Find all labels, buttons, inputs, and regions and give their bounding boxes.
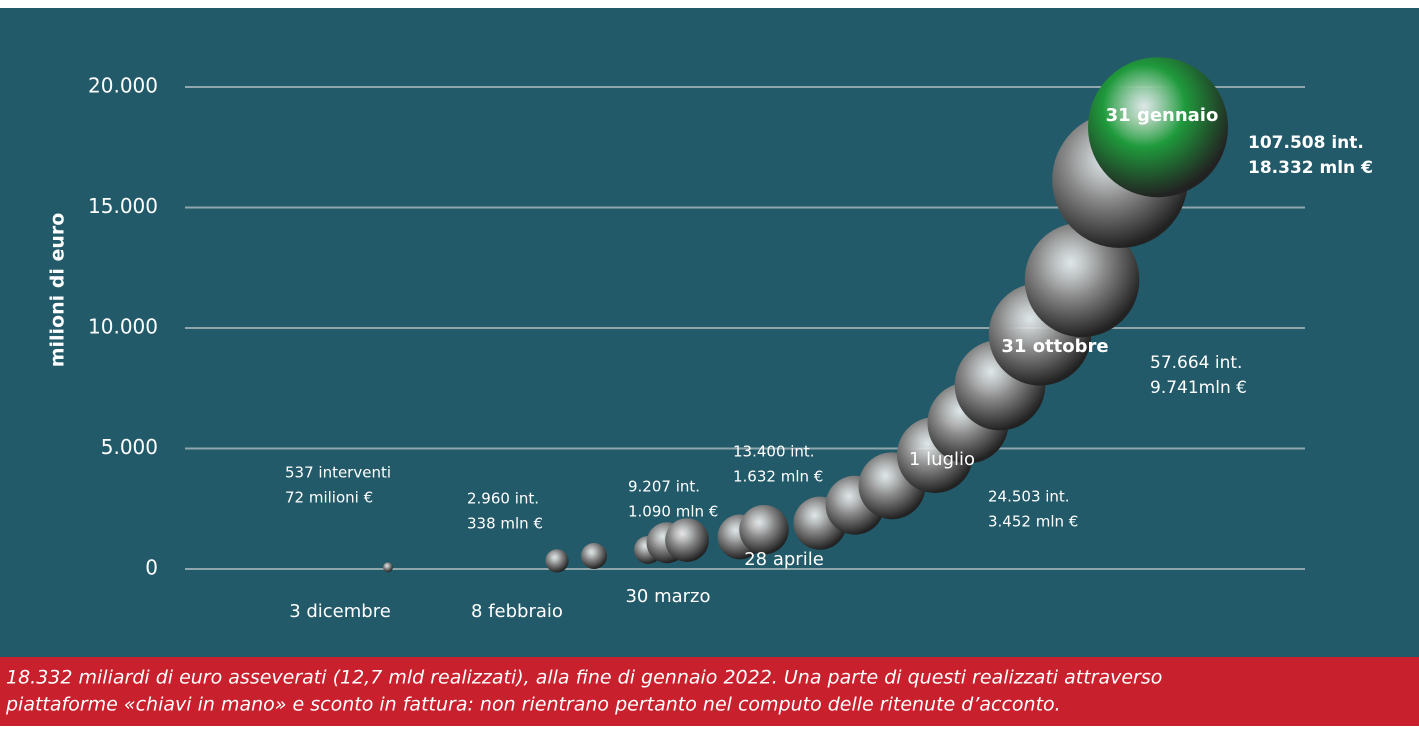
bubble bbox=[581, 542, 607, 569]
y-tick-label: 15.000 bbox=[88, 194, 158, 218]
footer-line: piattaforme «chiavi in mano» e sconto in… bbox=[5, 694, 1061, 716]
size-label: 13.400 int. bbox=[733, 443, 815, 461]
bubble bbox=[1088, 57, 1228, 198]
size-label: 537 interventi bbox=[285, 464, 391, 482]
size-label: 57.664 int. bbox=[1150, 353, 1242, 373]
bubble bbox=[739, 504, 789, 555]
value-label: 3.452 mln € bbox=[988, 513, 1078, 531]
footer-band bbox=[0, 657, 1419, 726]
value-label: 72 milioni € bbox=[285, 489, 373, 507]
bubble bbox=[665, 518, 709, 562]
x-category-label: 30 marzo bbox=[625, 586, 710, 607]
value-label: 18.332 mln € bbox=[1248, 158, 1373, 178]
value-label: 338 mln € bbox=[467, 515, 543, 533]
value-label: 1.632 mln € bbox=[733, 468, 823, 486]
size-label: 2.960 int. bbox=[467, 490, 539, 508]
value-label: 9.741mln € bbox=[1150, 378, 1247, 398]
x-category-label: 8 febbraio bbox=[471, 601, 563, 622]
footer-line: 18.332 miliardi di euro asseverati (12,7… bbox=[6, 667, 1162, 689]
x-category-label: 31 gennaio bbox=[1106, 105, 1219, 126]
y-tick-label: 5.000 bbox=[101, 435, 158, 459]
bubble bbox=[1024, 222, 1140, 338]
size-label: 107.508 int. bbox=[1248, 133, 1364, 153]
y-tick-label: 20.000 bbox=[88, 74, 158, 98]
x-category-label: 1 luglio bbox=[909, 449, 975, 470]
y-axis-label: milioni di euro bbox=[47, 213, 69, 368]
x-category-label: 31 ottobre bbox=[1001, 336, 1108, 357]
y-tick-label: 0 bbox=[145, 556, 158, 580]
value-label: 1.090 mln € bbox=[628, 503, 718, 521]
bubble bbox=[383, 562, 393, 573]
bubble bbox=[545, 549, 569, 573]
y-tick-label: 10.000 bbox=[88, 315, 158, 339]
x-category-label: 3 dicembre bbox=[289, 601, 391, 622]
size-label: 9.207 int. bbox=[628, 478, 700, 496]
x-category-label: 28 aprile bbox=[744, 549, 824, 570]
size-label: 24.503 int. bbox=[988, 488, 1070, 506]
